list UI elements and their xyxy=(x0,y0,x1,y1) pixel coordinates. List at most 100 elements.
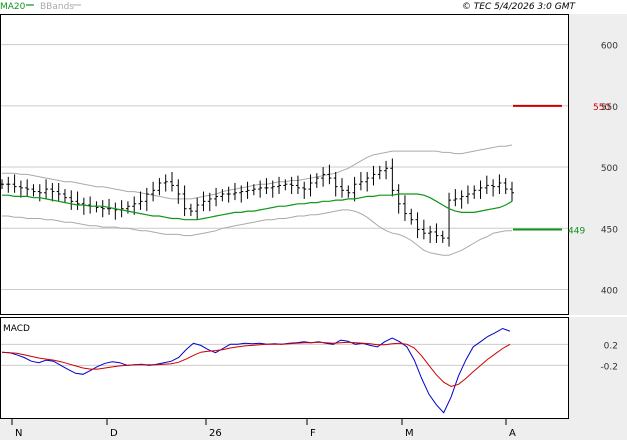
ohlc-bar xyxy=(308,174,313,197)
ohlc-bar xyxy=(201,191,206,212)
ohlc-bar xyxy=(195,197,200,220)
ohlc-bar xyxy=(283,179,288,191)
x-tick-label: M xyxy=(405,428,414,439)
ohlc-bar xyxy=(314,173,319,188)
ohlc-bar xyxy=(100,200,105,218)
ohlc-bar xyxy=(239,185,244,203)
ohlc-bar xyxy=(6,176,11,193)
ohlc-bar xyxy=(447,192,452,247)
x-tick-label: 26 xyxy=(209,428,222,439)
ohlc-bar xyxy=(377,165,382,180)
ohlc-bar xyxy=(251,184,256,196)
ohlc-bar xyxy=(56,182,61,202)
ohlc-bar xyxy=(170,171,174,192)
ohlc-bar xyxy=(176,179,181,204)
ohlc-bar xyxy=(31,184,36,197)
ohlc-bar xyxy=(207,192,212,212)
price-y-tick: 450 xyxy=(601,225,618,235)
ohlc-bar xyxy=(472,185,477,199)
y-tick-labels: 600 550 500 450 400 0.2 -0.2 xyxy=(600,42,618,373)
ohlc-bar xyxy=(182,185,187,217)
ohlc-bar xyxy=(69,190,74,210)
ohlc-bar xyxy=(12,174,17,193)
ohlc-bar xyxy=(226,186,231,203)
legend-bbands: BBands xyxy=(40,2,74,12)
ohlc-bar xyxy=(478,180,483,199)
level-label: 550 xyxy=(593,103,610,113)
macd-line xyxy=(1,327,511,414)
ohlc-bar xyxy=(465,185,470,204)
ohlc-bar xyxy=(365,171,370,192)
signal-line xyxy=(1,341,511,387)
ohlc-bar xyxy=(333,171,338,197)
x-tick-label: A xyxy=(509,428,516,439)
price-y-tick: 600 xyxy=(601,42,618,52)
ohlc-bar xyxy=(371,165,376,186)
ohlc-bar xyxy=(62,189,67,203)
ohlc-bar xyxy=(25,179,30,197)
macd-axis-panel xyxy=(569,317,627,419)
ohlc-bar xyxy=(390,158,395,197)
ohlc-bar xyxy=(434,223,439,243)
ohlc-bar xyxy=(264,178,269,194)
macd-y-tick: 0.2 xyxy=(604,341,618,351)
ohlc-bar xyxy=(75,191,80,210)
ohlc-bar xyxy=(421,219,426,240)
ohlc-bar xyxy=(491,179,496,197)
ohlc-bar xyxy=(245,181,250,199)
x-tick-label: F xyxy=(310,428,316,439)
ohlc-bar xyxy=(258,180,263,198)
ohlc-bar xyxy=(321,167,326,187)
price-y-tick: 550 xyxy=(601,103,618,113)
price-y-tick: 500 xyxy=(601,164,618,174)
x-tick-label: D xyxy=(110,428,118,439)
ohlc-bar xyxy=(277,176,282,194)
price-levels: 550 449 xyxy=(513,103,610,237)
ohlc-bar xyxy=(396,184,401,214)
ohlc-bar xyxy=(497,174,502,194)
ohlc-bar xyxy=(302,181,307,199)
ohlc-bar xyxy=(295,175,300,194)
bband-upper xyxy=(2,144,513,200)
x-axis-panel xyxy=(0,419,627,440)
ohlc-bar xyxy=(220,189,225,202)
ohlc-bar xyxy=(144,187,149,212)
ohlc-bar xyxy=(327,164,332,185)
x-tick-labels: N D 26 F M A xyxy=(11,419,516,439)
macd-y-tick: -0.2 xyxy=(600,362,618,372)
ohlc-bar xyxy=(151,181,156,202)
price-bars xyxy=(0,158,514,247)
ohlc-bar xyxy=(409,208,414,225)
ohlc-bar xyxy=(50,182,55,202)
ohlc-bar xyxy=(214,187,219,207)
macd-series xyxy=(1,327,511,414)
ohlc-bar xyxy=(107,198,112,215)
ohlc-bar xyxy=(188,203,193,217)
ohlc-bar xyxy=(428,225,433,243)
ohlc-bar xyxy=(37,184,42,202)
ohlc-bar xyxy=(232,182,237,201)
ohlc-bar xyxy=(453,189,458,207)
ohlc-bar xyxy=(346,185,351,198)
bband-lower xyxy=(2,209,512,256)
ohlc-bar xyxy=(18,180,23,198)
macd-title: MACD xyxy=(3,324,30,334)
ohlc-bar xyxy=(340,178,344,198)
x-tick-label: N xyxy=(15,428,22,439)
ohlc-bar xyxy=(510,181,514,202)
ohlc-bar xyxy=(289,176,294,194)
price-plot-area xyxy=(0,14,569,315)
ma20-line xyxy=(2,193,513,221)
level-label: 449 xyxy=(568,227,585,237)
ohlc-bar xyxy=(163,174,168,192)
bbands-series xyxy=(2,144,513,256)
ohlc-bar xyxy=(384,160,389,180)
ohlc-bar xyxy=(157,178,162,196)
ohlc-bar xyxy=(402,195,407,221)
timestamp: © TEC 5/4/2026 3:0 GMT xyxy=(462,2,577,12)
ohlc-bar xyxy=(503,178,508,194)
ohlc-bar xyxy=(459,190,464,209)
ohlc-bar xyxy=(0,179,4,190)
